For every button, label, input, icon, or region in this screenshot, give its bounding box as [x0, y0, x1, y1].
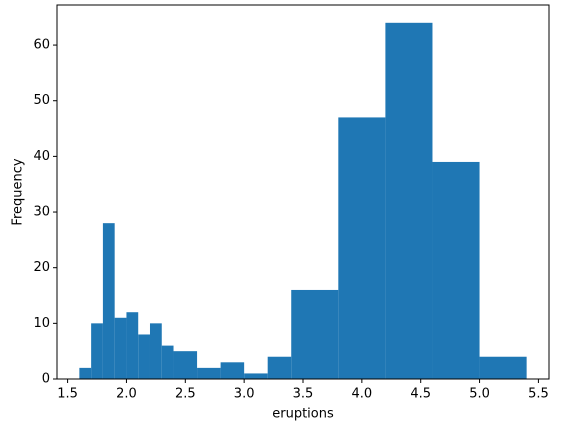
x-tick-label: 1.5 — [57, 387, 78, 402]
x-tick-label: 5.0 — [469, 387, 490, 402]
histogram-bar — [138, 334, 150, 379]
histogram-bar — [102, 223, 115, 379]
x-tick-label: 3.5 — [293, 387, 314, 402]
histogram-bar — [126, 312, 139, 379]
y-tick-label: 0 — [42, 372, 50, 387]
y-tick-label: 50 — [33, 93, 50, 108]
plot-area — [79, 22, 527, 380]
x-tick-label: 5.5 — [528, 387, 549, 402]
histogram-bar — [149, 323, 162, 379]
histogram-bar — [244, 373, 268, 379]
x-tick-label: 4.0 — [352, 387, 373, 402]
histogram-bar — [385, 22, 433, 380]
y-tick-label: 60 — [33, 38, 50, 53]
histogram-bar — [91, 323, 103, 379]
histogram-bar — [432, 161, 480, 379]
histogram-bar — [291, 289, 339, 379]
x-tick-label: 2.5 — [175, 387, 196, 402]
histogram-bar — [267, 356, 292, 379]
histogram-bar — [197, 367, 221, 379]
y-tick-label: 40 — [33, 149, 50, 164]
y-tick-label: 10 — [33, 316, 50, 331]
histogram-bar — [114, 317, 127, 379]
y-tick-label: 30 — [33, 205, 50, 220]
histogram-bar — [220, 362, 245, 379]
histogram-bar — [79, 367, 92, 379]
x-tick-label: 2.0 — [116, 387, 137, 402]
y-tick-label: 20 — [33, 260, 50, 275]
x-tick-label: 4.5 — [410, 387, 431, 402]
histogram-bar — [173, 351, 198, 379]
y-axis-label: Frequency — [11, 158, 26, 225]
histogram-bar — [161, 345, 174, 379]
histogram-bar — [338, 117, 386, 380]
x-tick-label: 3.0 — [234, 387, 255, 402]
histogram-bar — [479, 356, 527, 379]
x-axis-label: eruptions — [272, 407, 334, 422]
